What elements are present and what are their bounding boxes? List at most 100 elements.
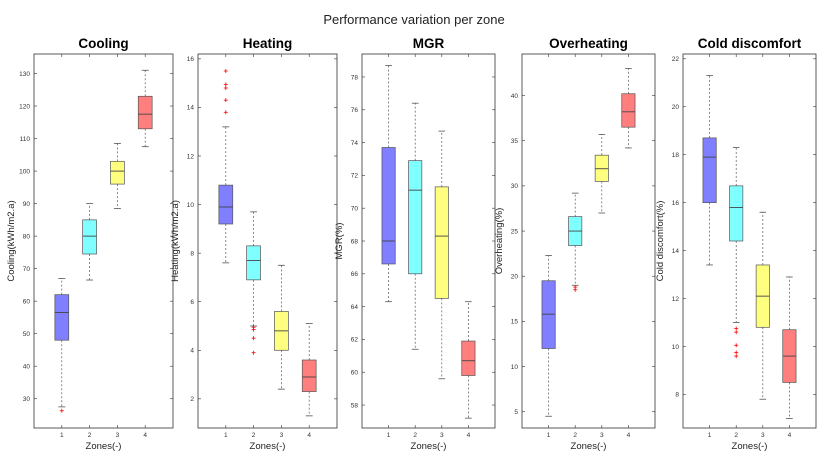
box-zone-3 <box>274 264 289 390</box>
x-tick-label: 1 <box>60 432 64 439</box>
x-axis-label: Zones(-) <box>250 441 286 452</box>
box-iqr <box>246 245 261 281</box>
y-axis-label: Cooling(kWh/m2.a) <box>6 200 17 281</box>
panel-3: MGR 58 60 62 64 66 68 70 72 74 76 78 1 2 3 4 Zones(-) MGR… <box>334 36 496 452</box>
box-zone-1 <box>54 277 70 413</box>
y-tick-label: 25 <box>511 228 519 235</box>
y-tick-label: 76 <box>351 107 359 114</box>
box-zone-2 <box>568 192 583 292</box>
box-zone-3 <box>594 134 609 214</box>
box-zone-4 <box>782 276 797 419</box>
box-zone-3 <box>110 143 125 209</box>
axes-frame <box>521 53 656 429</box>
box-zone-4 <box>621 68 636 149</box>
outlier-marker <box>251 350 256 355</box>
y-tick-label: 12 <box>672 296 680 303</box>
box-zone-1 <box>541 255 556 417</box>
box-iqr <box>434 186 449 299</box>
box-iqr <box>137 95 153 130</box>
x-tick-label: 2 <box>734 432 738 439</box>
panel-1: Cooling 30 40 50 60 70 80 90 100 110 120 130 1 2 3 4 Zon… <box>6 36 174 452</box>
box-zone-1 <box>702 75 717 266</box>
y-tick-label: 64 <box>351 304 359 311</box>
y-tick-label: 16 <box>187 56 195 63</box>
x-axis-label: Zones(-) <box>732 441 768 452</box>
x-tick-label: 2 <box>252 432 256 439</box>
y-tick-label: 4 <box>190 348 194 355</box>
outlier-marker <box>734 350 739 355</box>
y-tick-label: 15 <box>511 319 519 326</box>
y-tick-label: 110 <box>20 136 31 143</box>
box-iqr <box>594 154 609 182</box>
outlier-marker <box>734 330 739 335</box>
box-zone-2 <box>82 203 97 281</box>
x-axis-label: Zones(-) <box>86 441 122 452</box>
y-tick-label: 22 <box>672 56 680 63</box>
box-iqr <box>621 93 636 128</box>
y-tick-label: 2 <box>190 396 194 403</box>
y-tick-label: 30 <box>23 396 31 403</box>
outlier-marker <box>251 325 256 330</box>
box-iqr <box>408 160 423 275</box>
y-tick-label: 60 <box>23 298 31 305</box>
y-tick-label: 30 <box>511 183 519 190</box>
x-tick-label: 3 <box>600 432 604 439</box>
y-tick-label: 70 <box>23 266 31 273</box>
box-iqr <box>110 160 125 185</box>
panel-title: Heating <box>243 36 293 51</box>
panel-4: Overheating 5 10 15 20 25 30 35 40 1 2 3 4 Zones(-) Ov… <box>494 36 656 452</box>
y-tick-label: 10 <box>672 344 680 351</box>
y-tick-label: 8 <box>190 250 194 257</box>
panel-title: MGR <box>413 36 445 51</box>
x-tick-label: 4 <box>788 432 792 439</box>
y-tick-label: 20 <box>511 274 519 281</box>
outlier-marker <box>573 285 578 290</box>
x-tick-label: 3 <box>280 432 284 439</box>
y-tick-label: 62 <box>351 337 359 344</box>
x-tick-label: 4 <box>307 432 311 439</box>
outlier-marker <box>734 326 739 331</box>
x-tick-label: 3 <box>761 432 765 439</box>
box-zone-1 <box>218 69 234 264</box>
y-tick-label: 100 <box>19 168 30 175</box>
outlier-marker <box>734 354 739 359</box>
y-tick-label: 74 <box>351 140 359 147</box>
outlier-marker <box>251 336 256 341</box>
box-zone-4 <box>137 69 153 148</box>
y-tick-label: 66 <box>351 271 359 278</box>
y-tick-label: 130 <box>19 71 30 78</box>
y-axis-label: Heating(kWh/m2.a) <box>170 200 181 282</box>
y-tick-label: 8 <box>675 392 679 399</box>
x-tick-label: 1 <box>547 432 551 439</box>
panel-title: Cooling <box>78 36 128 51</box>
figure-title: Performance variation per zone <box>323 12 504 27</box>
y-tick-label: 35 <box>511 138 519 145</box>
outlier-marker <box>59 408 64 413</box>
y-tick-label: 50 <box>23 331 31 338</box>
box-iqr <box>54 294 70 341</box>
axes-frame <box>197 53 338 429</box>
box-zone-3 <box>434 130 449 380</box>
y-tick-label: 90 <box>23 201 31 208</box>
box-zone-1 <box>381 65 396 303</box>
outlier-marker <box>223 98 228 103</box>
x-tick-label: 4 <box>467 432 471 439</box>
box-zone-3 <box>755 211 770 400</box>
box-iqr <box>729 185 744 242</box>
x-tick-label: 2 <box>413 432 417 439</box>
box-zone-4 <box>301 323 317 417</box>
x-tick-label: 2 <box>88 432 92 439</box>
outlier-marker <box>223 82 228 87</box>
x-tick-label: 1 <box>387 432 391 439</box>
y-tick-label: 78 <box>351 74 359 81</box>
x-tick-label: 4 <box>143 432 147 439</box>
y-tick-label: 6 <box>190 299 194 306</box>
y-tick-label: 12 <box>187 153 195 160</box>
y-tick-label: 10 <box>511 364 519 371</box>
y-tick-label: 14 <box>672 248 680 255</box>
y-tick-label: 72 <box>351 173 359 180</box>
y-tick-label: 40 <box>23 364 31 371</box>
